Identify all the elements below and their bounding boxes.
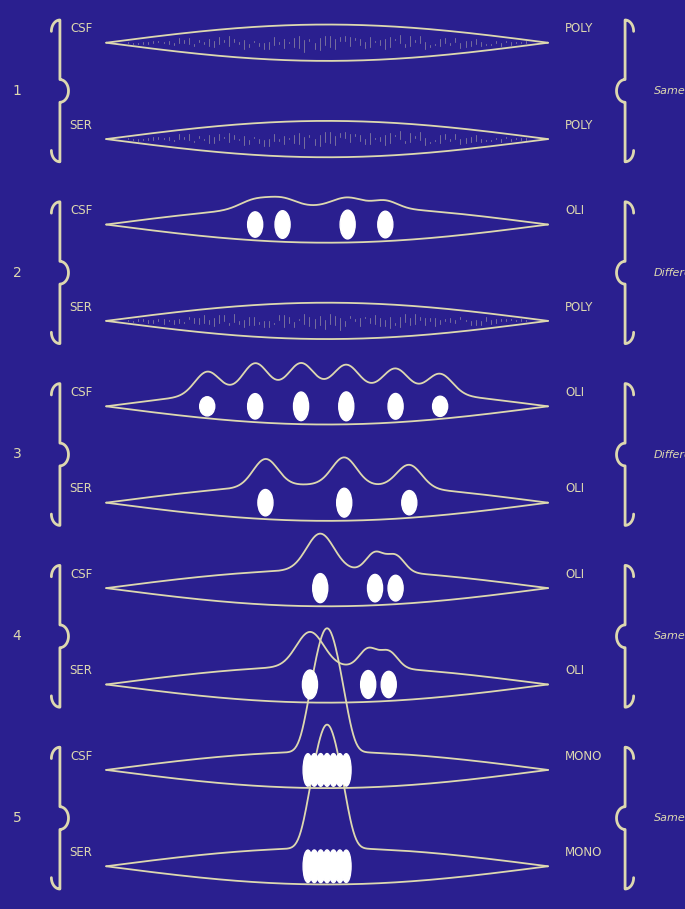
- Text: 1: 1: [13, 84, 21, 98]
- Text: SER: SER: [70, 483, 92, 495]
- Ellipse shape: [329, 754, 338, 786]
- Text: CSF: CSF: [71, 568, 92, 581]
- Ellipse shape: [322, 754, 332, 786]
- Ellipse shape: [316, 850, 325, 883]
- Ellipse shape: [200, 396, 215, 416]
- Text: Same: Same: [654, 631, 685, 642]
- Text: SER: SER: [70, 301, 92, 314]
- Text: 3: 3: [13, 447, 21, 462]
- Text: OLI: OLI: [565, 205, 584, 217]
- Text: Different: Different: [654, 267, 685, 278]
- Text: Same: Same: [654, 85, 685, 96]
- Text: SER: SER: [70, 119, 92, 132]
- Text: OLI: OLI: [565, 483, 584, 495]
- Ellipse shape: [388, 575, 403, 601]
- Text: OLI: OLI: [565, 664, 584, 677]
- Ellipse shape: [340, 210, 356, 239]
- Ellipse shape: [303, 754, 312, 786]
- Text: OLI: OLI: [565, 568, 584, 581]
- Text: OLI: OLI: [565, 386, 584, 399]
- Text: Different: Different: [654, 449, 685, 460]
- Ellipse shape: [258, 490, 273, 515]
- Ellipse shape: [316, 754, 325, 786]
- Ellipse shape: [303, 850, 312, 883]
- Ellipse shape: [388, 394, 403, 419]
- Text: CSF: CSF: [71, 750, 92, 763]
- Ellipse shape: [303, 670, 318, 699]
- Text: MONO: MONO: [565, 846, 603, 859]
- Ellipse shape: [312, 574, 328, 603]
- Ellipse shape: [337, 488, 352, 517]
- Ellipse shape: [341, 850, 351, 883]
- Ellipse shape: [401, 491, 416, 514]
- Text: MONO: MONO: [565, 750, 603, 763]
- Ellipse shape: [310, 850, 319, 883]
- Text: SER: SER: [70, 846, 92, 859]
- Text: Same: Same: [654, 813, 685, 824]
- Ellipse shape: [335, 754, 345, 786]
- Ellipse shape: [381, 672, 396, 697]
- Ellipse shape: [294, 392, 309, 421]
- Ellipse shape: [322, 850, 332, 883]
- Text: 4: 4: [13, 629, 21, 644]
- Text: CSF: CSF: [71, 205, 92, 217]
- Text: 5: 5: [13, 811, 21, 825]
- Ellipse shape: [248, 212, 263, 237]
- Ellipse shape: [377, 211, 393, 238]
- Text: CSF: CSF: [71, 23, 92, 35]
- Text: SER: SER: [70, 664, 92, 677]
- Ellipse shape: [335, 850, 345, 883]
- Text: POLY: POLY: [565, 301, 593, 314]
- Text: CSF: CSF: [71, 386, 92, 399]
- Ellipse shape: [275, 211, 290, 238]
- Text: POLY: POLY: [565, 23, 593, 35]
- Ellipse shape: [368, 574, 383, 602]
- Ellipse shape: [248, 394, 263, 419]
- Ellipse shape: [433, 396, 448, 416]
- Text: 2: 2: [13, 265, 21, 280]
- Ellipse shape: [341, 754, 351, 786]
- Ellipse shape: [310, 754, 319, 786]
- Ellipse shape: [360, 671, 376, 698]
- Text: POLY: POLY: [565, 119, 593, 132]
- Ellipse shape: [329, 850, 338, 883]
- Ellipse shape: [338, 392, 354, 421]
